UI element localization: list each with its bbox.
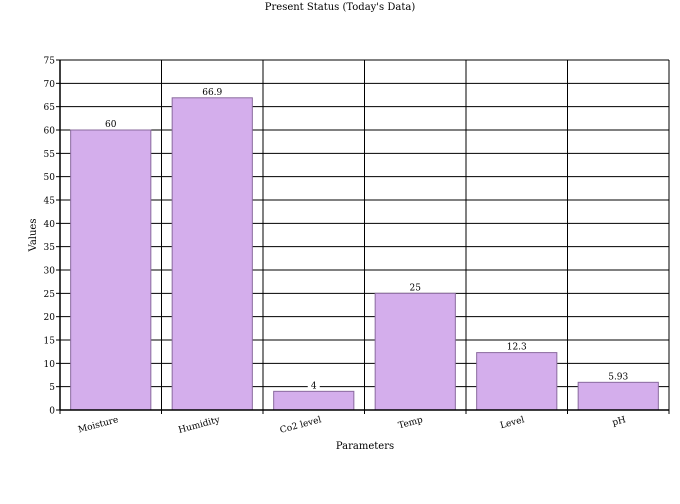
y-tick-label: 45 xyxy=(44,197,56,207)
y-tick-label: 10 xyxy=(44,360,56,370)
bars xyxy=(70,97,659,411)
data-label: 66.9 xyxy=(202,88,222,98)
y-tick-label: 55 xyxy=(44,150,56,160)
x-tick-label: Level xyxy=(499,415,525,431)
data-label: 60 xyxy=(105,120,117,130)
bar-moisture xyxy=(70,129,152,411)
data-labels: 60 66.9 4 25 12.3 5.93 xyxy=(101,86,634,391)
y-tick-labels: 0 5 10 15 20 25 30 35 40 45 50 55 60 65 70 75 xyxy=(44,57,60,417)
bar-ph xyxy=(577,381,659,411)
y-tick-label: 35 xyxy=(44,243,56,253)
y-tick-label: 5 xyxy=(49,383,55,393)
y-tick-label: 60 xyxy=(44,127,56,137)
bar-temp xyxy=(374,292,456,411)
x-tick-labels: Moisture Humidity Co2 level Temp Level pH xyxy=(59,410,670,436)
data-label-background xyxy=(501,341,532,352)
data-label-background xyxy=(197,86,228,97)
x-tick-label: Humidity xyxy=(177,415,221,436)
chart-title: Present Status (Today's Data) xyxy=(265,2,416,13)
y-tick-label: 30 xyxy=(44,267,56,277)
x-tick-label: Co2 level xyxy=(279,415,323,436)
y-tick-label: 0 xyxy=(49,407,55,417)
y-tick-label: 15 xyxy=(44,337,56,347)
y-tick-label: 40 xyxy=(44,220,56,230)
x-tick-label: pH xyxy=(611,415,627,428)
bar-humidity xyxy=(171,97,253,411)
y-tick-label: 70 xyxy=(44,80,56,90)
data-label-background xyxy=(603,371,634,382)
y-tick-label: 20 xyxy=(44,313,56,323)
data-label: 4 xyxy=(311,381,317,391)
bar-co2-level xyxy=(273,390,355,411)
x-tick-label: Temp xyxy=(397,415,424,431)
y-tick-label: 25 xyxy=(44,290,56,300)
x-axis-label: Parameters xyxy=(336,441,394,452)
data-label-background xyxy=(307,380,320,391)
data-label-background xyxy=(101,119,120,129)
y-tick-label: 75 xyxy=(44,57,56,67)
x-tick-label: Moisture xyxy=(77,415,119,435)
y-axis-label: Values xyxy=(28,219,39,253)
data-label-background xyxy=(406,282,425,293)
y-tick-label: 50 xyxy=(44,173,56,183)
y-tick-label: 65 xyxy=(44,103,56,113)
grid-lines xyxy=(60,59,670,410)
bar-level xyxy=(476,352,558,411)
data-label: 25 xyxy=(410,283,422,293)
data-label: 12.3 xyxy=(507,343,527,353)
data-label: 5.93 xyxy=(608,372,628,382)
